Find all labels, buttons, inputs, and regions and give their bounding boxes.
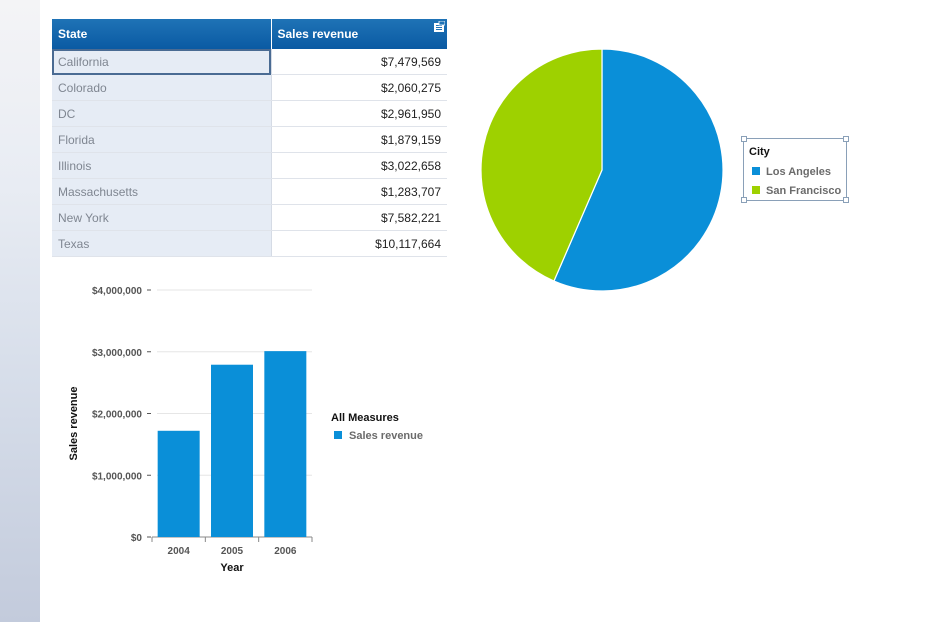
table-row[interactable]: New York $7,582,221 (52, 204, 447, 231)
bar-2005[interactable] (211, 364, 253, 537)
revenue-cell[interactable]: $7,582,221 (271, 204, 447, 231)
bar-2004[interactable] (157, 430, 200, 537)
export-icon[interactable] (434, 21, 445, 32)
revenue-cell[interactable]: $2,961,950 (271, 100, 447, 127)
x-axis-title: Year (220, 562, 244, 574)
x-tick-label: 2006 (274, 546, 297, 557)
sales-bar-chart[interactable]: $0 $1,000,000 $2,000,000 $3,000,000 $4,000,0… (60, 275, 330, 585)
resize-handle[interactable] (741, 136, 747, 142)
x-tick-label: 2004 (168, 546, 191, 557)
y-tick-label: $3,000,000 (92, 348, 142, 359)
revenue-cell[interactable]: $1,879,159 (271, 126, 447, 153)
state-cell[interactable]: Illinois (52, 152, 272, 179)
table-row[interactable]: DC $2,961,950 (52, 100, 447, 127)
resize-handle[interactable] (843, 136, 849, 142)
legend-swatch (752, 167, 760, 176)
legend-title: All Measures (331, 412, 399, 424)
state-cell[interactable]: Texas (52, 230, 272, 257)
legend-label: Sales revenue (349, 430, 423, 442)
table-row[interactable]: Massachusetts $1,283,707 (52, 178, 447, 205)
table-row[interactable]: Illinois $3,022,658 (52, 152, 447, 179)
column-header-state[interactable]: State (52, 19, 272, 49)
y-tick-label: $2,000,000 (92, 410, 142, 421)
table-header-row: State Sales revenue (52, 19, 447, 49)
revenue-cell[interactable]: $10,117,664 (271, 230, 447, 257)
y-axis-title: Sales revenue (68, 387, 80, 461)
state-cell[interactable]: California (52, 49, 272, 75)
legend-item-sales-revenue[interactable]: Sales revenue (334, 430, 423, 442)
state-cell[interactable]: New York (52, 204, 272, 231)
legend-label: San Francisco (766, 185, 842, 197)
y-tick-label: $1,000,000 (92, 471, 142, 482)
legend-title: City (749, 146, 770, 158)
y-tick-label: $0 (131, 533, 143, 544)
sales-table: State Sales revenue California $7,479,56… (52, 19, 447, 257)
legend-label: Los Angeles (766, 166, 831, 178)
pie-slice-san-francisco[interactable] (480, 48, 603, 282)
legend-item-los-angeles[interactable]: Los Angeles (752, 166, 831, 178)
table-row[interactable]: Texas $10,117,664 (52, 230, 447, 257)
table-row[interactable]: Colorado $2,060,275 (52, 74, 447, 101)
pie-slice-los-angeles[interactable] (553, 48, 724, 292)
resize-handle[interactable] (741, 197, 747, 203)
column-header-sales-revenue-label: Sales revenue (277, 27, 359, 41)
side-strip (0, 0, 40, 622)
city-pie-chart[interactable] (475, 40, 735, 300)
city-legend[interactable]: City Los Angeles San Francisco (741, 136, 849, 203)
legend-item-san-francisco[interactable]: San Francisco (752, 185, 841, 197)
resize-handle[interactable] (843, 197, 849, 203)
y-tick-label: $4,000,000 (92, 286, 142, 297)
state-cell[interactable]: Florida (52, 126, 272, 153)
revenue-cell[interactable]: $3,022,658 (271, 152, 447, 179)
column-header-sales-revenue[interactable]: Sales revenue (271, 19, 447, 49)
legend-swatch (752, 186, 760, 195)
legend-swatch (334, 431, 342, 440)
revenue-cell[interactable]: $1,283,707 (271, 178, 447, 205)
state-cell[interactable]: Massachusetts (52, 178, 272, 205)
bar-2006[interactable] (264, 351, 307, 537)
measures-legend[interactable]: All Measures Sales revenue (331, 412, 423, 442)
state-cell[interactable]: Colorado (52, 74, 272, 101)
x-tick-label: 2005 (221, 546, 244, 557)
revenue-cell[interactable]: $7,479,569 (271, 49, 447, 75)
revenue-cell[interactable]: $2,060,275 (271, 74, 447, 101)
state-cell[interactable]: DC (52, 100, 272, 127)
table-row[interactable]: California $7,479,569 (52, 49, 447, 75)
table-row[interactable]: Florida $1,879,159 (52, 126, 447, 153)
